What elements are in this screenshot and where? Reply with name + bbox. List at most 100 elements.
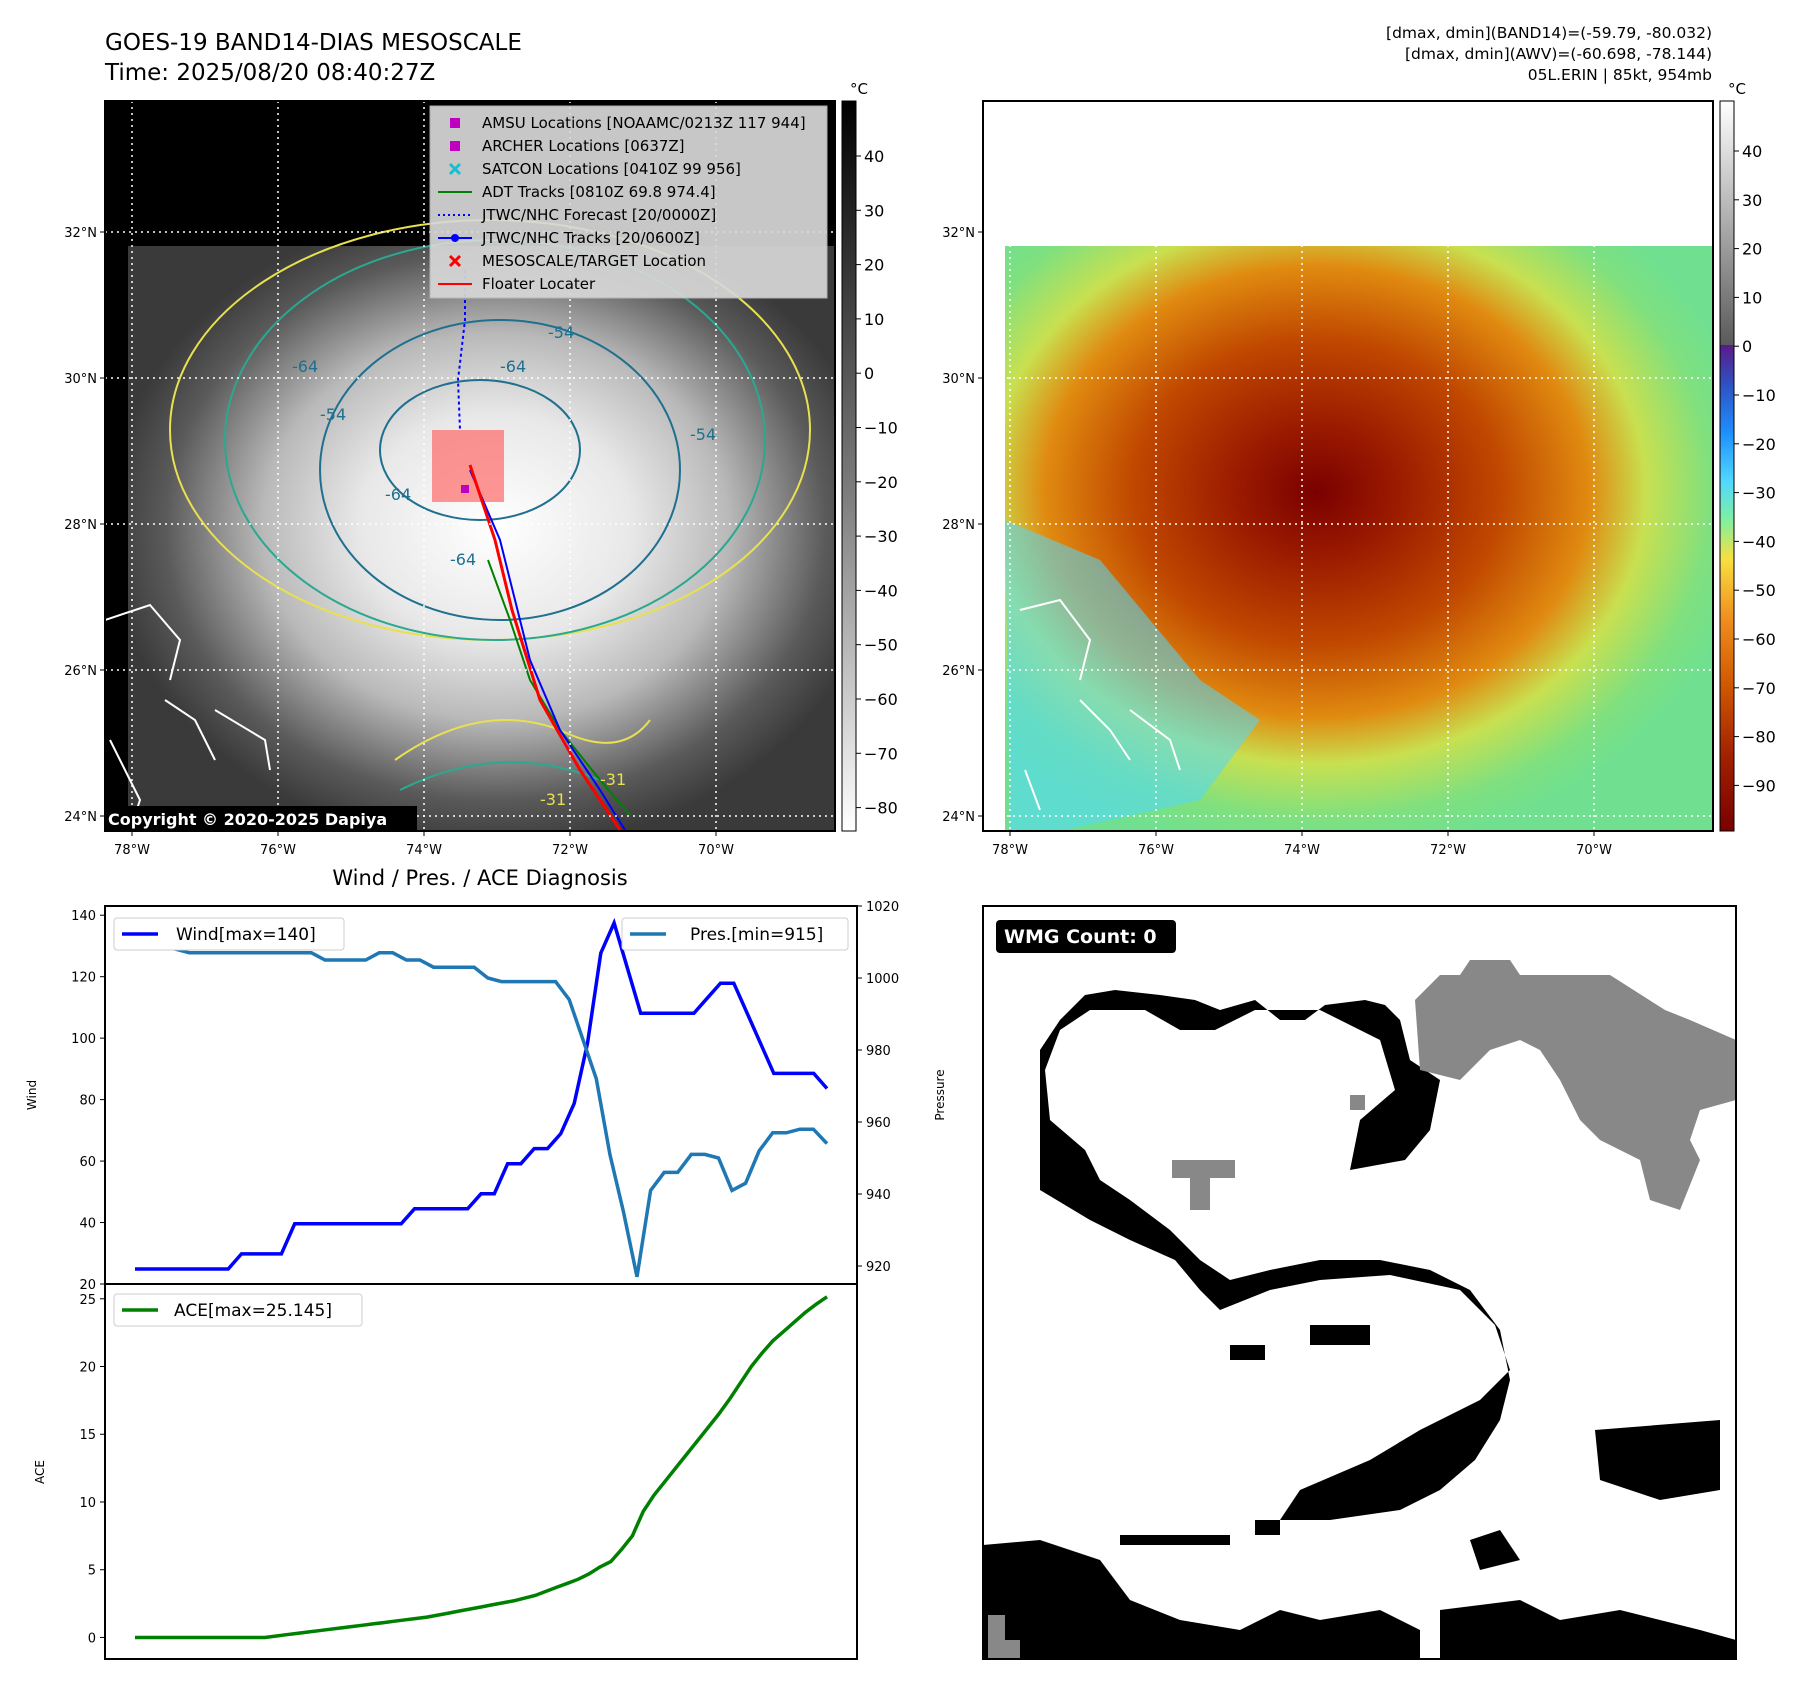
colorbar-left-bar [841,100,857,832]
lat-tick-label: 30°N [64,372,97,387]
legend-label: JTWC/NHC Forecast [20/0000Z] [481,206,716,224]
contour-rainband [394,719,651,761]
contour-label: -54 [548,323,574,342]
colorbar-tick-label: −70 [1742,679,1776,698]
stats-band14: [dmax, dmin](BAND14)=(-59.79, -80.032) [1386,24,1712,42]
wind-ylabel: Wind [25,1080,39,1110]
stats-awv: [dmax, dmin](AWV)=(-60.698, -78.144) [1405,45,1712,63]
colorbar-right-unit: °C [1728,80,1746,98]
y-tick-label: 40 [79,1217,96,1232]
legend-marker-x [448,254,462,268]
lat-tick-label: 26°N [942,664,975,679]
ace-frame [104,1283,858,1660]
contour-label: -31 [540,790,566,809]
jtwc-track [469,469,626,831]
y-tick-label: 120 [71,971,96,986]
colorbar-tick-label: −50 [864,636,898,655]
wind-legend-label: Wind[max=140] [176,925,316,945]
lon-tick-label: 78°W [114,843,150,858]
colorbar-tick-label: 10 [864,310,884,329]
colorbar-tick-label: −40 [1742,532,1776,551]
legend-label: JTWC/NHC Tracks [20/0600Z] [481,229,700,247]
figure-title: GOES-19 BAND14-DIAS MESOSCALE [105,30,522,56]
contour-label: -54 [690,425,716,444]
legend-marker-square [450,118,460,128]
colorbar-tick-label: 40 [1742,142,1762,161]
y2-tick-label: 1020 [866,900,899,915]
colorbar-tick-label: −10 [864,419,898,438]
colorbar-right-bottom [1720,345,1734,831]
wmg-count: WMG Count: 0 [1004,926,1157,948]
ace-chart: 0 5 10 15 20 25 ACE[max=25.145] ACE [33,1283,858,1660]
y2-tick-label: 920 [866,1260,891,1275]
ace-legend-label: ACE[max=25.145] [174,1301,332,1321]
contour-label: -64 [292,357,318,376]
y2-tick-label: 940 [866,1188,891,1203]
color-cyan-band [1005,520,1260,831]
colorbar-tick-label: −30 [1742,484,1776,503]
wmg-gray-region [988,960,1736,1659]
lon-tick-label: 70°W [698,843,734,858]
colorbar-right: °C 40 30 20 10 0 −10 −20 −30 −40 −50 −60 −70 −80 −90 [1719,80,1776,832]
legend-label: MESOSCALE/TARGET Location [482,252,706,270]
lon-tick-label: 76°W [1138,843,1174,858]
y-tick-label: 5 [88,1564,96,1579]
lat-tick-label: 28°N [942,518,975,533]
ir-map-panel: -64 -64 -64 -64 -54 -54 -54 -31 -31 Copy… [104,100,836,832]
colorbar-tick-label: 30 [1742,191,1762,210]
y-tick-label: 25 [79,1293,96,1308]
y-tick-label: 10 [79,1496,96,1511]
copyright-text: Copyright © 2020-2025 Dapiya [108,810,387,829]
contour-label: -64 [450,550,476,569]
y-tick-label: 20 [79,1278,96,1293]
legend-label: ADT Tracks [0810Z 69.8 974.4] [482,183,716,201]
legend-box [429,105,828,299]
lon-tick-label: 72°W [552,843,588,858]
colorbar-tick-label: −80 [864,799,898,818]
contour-label: -64 [500,357,526,376]
lat-tick-label: 32°N [64,226,97,241]
legend-marker-x [448,162,462,176]
floater-locater-track [468,464,622,831]
legend-label: AMSU Locations [NOAAMC/0213Z 117 944] [482,114,806,132]
pressure-legend-box [621,917,849,951]
ir-imagery [128,246,835,831]
colorbar-tick-label: −20 [1742,435,1776,454]
colorbar-tick-label: −30 [864,527,898,546]
diagnosis-title: Wind / Pres. / ACE Diagnosis [332,866,627,890]
ace-ylabel: ACE [33,1460,47,1484]
lat-tick-label: 24°N [64,810,97,825]
copyright-badge [104,806,417,832]
colorbar-tick-label: 10 [1742,288,1762,307]
lat-tick-label: 32°N [942,226,975,241]
storm-info: 05L.ERIN | 85kt, 954mb [1528,66,1712,84]
colorbar-tick-label: −60 [864,690,898,709]
wind-pressure-chart: 20 40 60 80 100 120 140 920 940 960 980 1000 1020 Win… [25,900,947,1293]
color-map-panel [982,100,1714,832]
lon-tick-label: 72°W [1430,843,1466,858]
lon-tick-label: 74°W [406,843,442,858]
colorbar-tick-label: −90 [1742,776,1776,795]
y-tick-label: 80 [79,1094,96,1109]
wmg-image [983,990,1736,1659]
colorbar-left-unit: °C [850,80,868,98]
legend-marker-dot [451,234,459,242]
figure-time: Time: 2025/08/20 08:40:27Z [104,60,435,86]
map-gridlines-right [983,101,1713,831]
colorbar-tick-label: 20 [864,256,884,275]
colorbar-tick-label: 20 [1742,240,1762,259]
colorbar-tick-label: −50 [1742,581,1776,600]
y-tick-label: 60 [79,1155,96,1170]
colorbar-tick-label: −60 [1742,630,1776,649]
y-tick-label: 15 [79,1428,96,1443]
y-tick-label: 20 [79,1361,96,1376]
colorbar-tick-label: 0 [1742,337,1752,356]
lat-tick-label: 28°N [64,518,97,533]
contour-label: -31 [600,770,626,789]
lon-tick-label: 76°W [260,843,296,858]
lon-tick-label: 78°W [992,843,1028,858]
y2-tick-label: 960 [866,1116,891,1131]
legend-marker-square [450,141,460,151]
y-tick-label: 0 [88,1631,96,1646]
